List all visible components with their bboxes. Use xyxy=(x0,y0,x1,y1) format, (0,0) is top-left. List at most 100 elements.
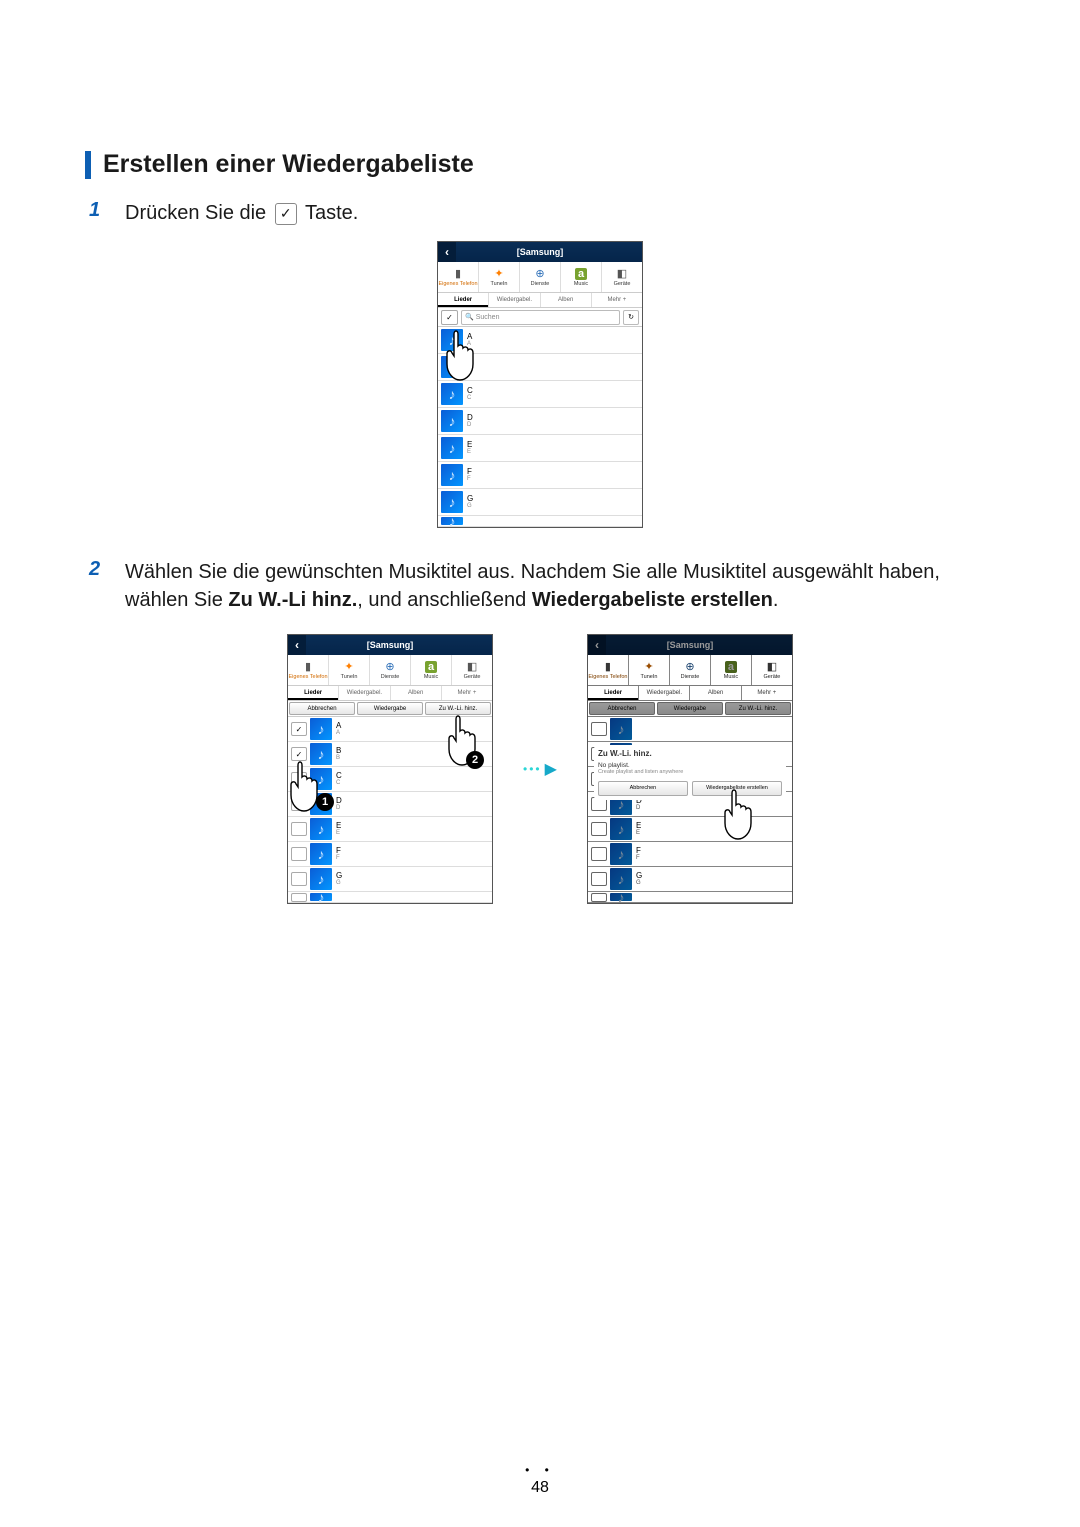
cancel-button[interactable]: Abbrechen xyxy=(589,702,655,715)
list-item[interactable]: ✓BB xyxy=(288,742,492,767)
list-item[interactable]: DD xyxy=(438,408,642,435)
src-tab-music[interactable]: aMusic xyxy=(561,262,602,292)
row-check[interactable] xyxy=(291,772,307,786)
song-title: D xyxy=(467,414,473,422)
list-item[interactable]: EE xyxy=(588,817,792,842)
row-check[interactable] xyxy=(591,893,607,902)
row-check[interactable] xyxy=(291,872,307,886)
row-check[interactable]: ✓ xyxy=(291,747,307,761)
src-tab-services[interactable]: ⊕Dienste xyxy=(520,262,561,292)
song-title: E xyxy=(636,822,641,830)
src-tab-phone[interactable]: ▮Eigenes Telefon xyxy=(438,262,479,292)
song-sub: D xyxy=(636,805,642,811)
song-sub: F xyxy=(467,476,472,482)
list-item[interactable]: GG xyxy=(438,489,642,516)
view-tab-songs[interactable]: Lieder xyxy=(288,686,339,700)
list-item[interactable]: AA xyxy=(438,327,642,354)
src-tab-phone[interactable]: ▮Eigenes Telefon xyxy=(288,655,329,685)
list-item[interactable] xyxy=(438,354,642,381)
list-item[interactable]: FF xyxy=(288,842,492,867)
view-tab-more[interactable]: Mehr + xyxy=(442,686,492,700)
label: Eigenes Telefon xyxy=(588,674,627,680)
src-tab-phone-label: Eigenes Telefon xyxy=(438,281,477,287)
thumb-icon xyxy=(441,356,463,378)
back-icon[interactable]: ‹ xyxy=(288,635,306,655)
row-check[interactable] xyxy=(591,822,607,836)
view-tab-albums[interactable]: Alben xyxy=(541,293,592,307)
modal-create-playlist-button[interactable]: Wiedergabeliste erstellen xyxy=(692,781,782,796)
step-1: 1 Drücken Sie die ✓ Taste. xyxy=(89,199,995,227)
select-all-check[interactable]: ✓ xyxy=(441,310,458,325)
src-tab-tunein[interactable]: ✦TuneIn xyxy=(329,655,370,685)
back-icon[interactable]: ‹ xyxy=(438,242,456,262)
list-item[interactable]: CC xyxy=(438,381,642,408)
view-tab-more[interactable]: Mehr + xyxy=(742,686,792,700)
src-tab-devices[interactable]: ◧Geräte xyxy=(602,262,642,292)
view-tab-albums[interactable]: Alben xyxy=(391,686,442,700)
play-button[interactable]: Wiedergabe xyxy=(357,702,423,715)
list-item[interactable]: FF xyxy=(438,462,642,489)
row-check[interactable] xyxy=(591,872,607,886)
view-tab-songs[interactable]: Lieder xyxy=(588,686,639,700)
heading-accent-bar xyxy=(85,151,91,179)
play-button[interactable]: Wiedergabe xyxy=(657,702,723,715)
modal-title: Zu W.-Li. hinz. xyxy=(598,749,782,758)
view-tab-albums[interactable]: Alben xyxy=(690,686,741,700)
search-input[interactable]: 🔍Suchen xyxy=(461,310,620,325)
list-item[interactable]: FF xyxy=(588,842,792,867)
list-item[interactable] xyxy=(588,717,792,742)
list-item[interactable]: EE xyxy=(288,817,492,842)
list-item[interactable]: ✓AA xyxy=(288,717,492,742)
thumb-icon xyxy=(310,893,332,901)
src-tab-devices[interactable]: ◧Geräte xyxy=(752,655,792,685)
src-tab-tunein[interactable]: ✦TuneIn xyxy=(479,262,520,292)
src-tab-music[interactable]: aMusic xyxy=(411,655,452,685)
label: Music xyxy=(724,674,738,680)
thumb-icon xyxy=(310,868,332,890)
refresh-button[interactable]: ↻ xyxy=(623,310,639,325)
list-item[interactable] xyxy=(438,516,642,527)
src-tab-music[interactable]: aMusic xyxy=(711,655,752,685)
view-tabs: Lieder Wiedergabel. Alben Mehr + xyxy=(438,293,642,308)
view-tab-playlists[interactable]: Wiedergabel. xyxy=(639,686,690,700)
check-key-icon: ✓ xyxy=(275,203,297,225)
label: Geräte xyxy=(764,674,781,680)
add-to-playlist-button[interactable]: Zu W.-Li. hinz. xyxy=(425,702,491,715)
list-item[interactable]: CC xyxy=(288,767,492,792)
view-tab-playlists[interactable]: Wiedergabel. xyxy=(339,686,390,700)
list-item[interactable] xyxy=(588,892,792,903)
step-2-mid: , und anschließend xyxy=(357,589,532,611)
row-check[interactable] xyxy=(291,847,307,861)
src-tab-devices-label: Geräte xyxy=(614,281,631,287)
modal-cancel-button[interactable]: Abbrechen xyxy=(598,781,688,796)
row-check[interactable] xyxy=(591,847,607,861)
step-2-bold-2: Wiedergabeliste erstellen xyxy=(532,589,773,611)
src-tab-devices[interactable]: ◧Geräte xyxy=(452,655,492,685)
view-tab-more[interactable]: Mehr + xyxy=(592,293,642,307)
song-sub: G xyxy=(336,880,342,886)
song-title: D xyxy=(336,797,342,805)
song-sub: D xyxy=(336,805,342,811)
row-check[interactable] xyxy=(291,822,307,836)
cancel-button[interactable]: Abbrechen xyxy=(289,702,355,715)
add-to-playlist-button[interactable]: Zu W.-Li. hinz. xyxy=(725,702,791,715)
song-sub: C xyxy=(467,395,473,401)
src-tab-services[interactable]: ⊕Dienste xyxy=(370,655,411,685)
list-item[interactable]: EE xyxy=(438,435,642,462)
list-item[interactable] xyxy=(288,892,492,903)
src-tab-music-label: Music xyxy=(574,281,588,287)
src-tab-services[interactable]: ⊕Dienste xyxy=(670,655,711,685)
label: Music xyxy=(424,674,438,680)
thumb-icon xyxy=(310,718,332,740)
phone-title: [Samsung] xyxy=(517,247,564,257)
row-check[interactable] xyxy=(591,722,607,736)
song-title: A xyxy=(336,722,341,730)
row-check[interactable] xyxy=(291,893,307,902)
src-tab-tunein[interactable]: ✦TuneIn xyxy=(629,655,670,685)
row-check[interactable]: ✓ xyxy=(291,722,307,736)
view-tab-songs[interactable]: Lieder xyxy=(438,293,489,307)
src-tab-phone[interactable]: ▮Eigenes Telefon xyxy=(588,655,629,685)
back-icon[interactable]: ‹ xyxy=(588,635,606,655)
view-tab-playlists[interactable]: Wiedergabel. xyxy=(489,293,540,307)
row-check[interactable] xyxy=(291,797,307,811)
